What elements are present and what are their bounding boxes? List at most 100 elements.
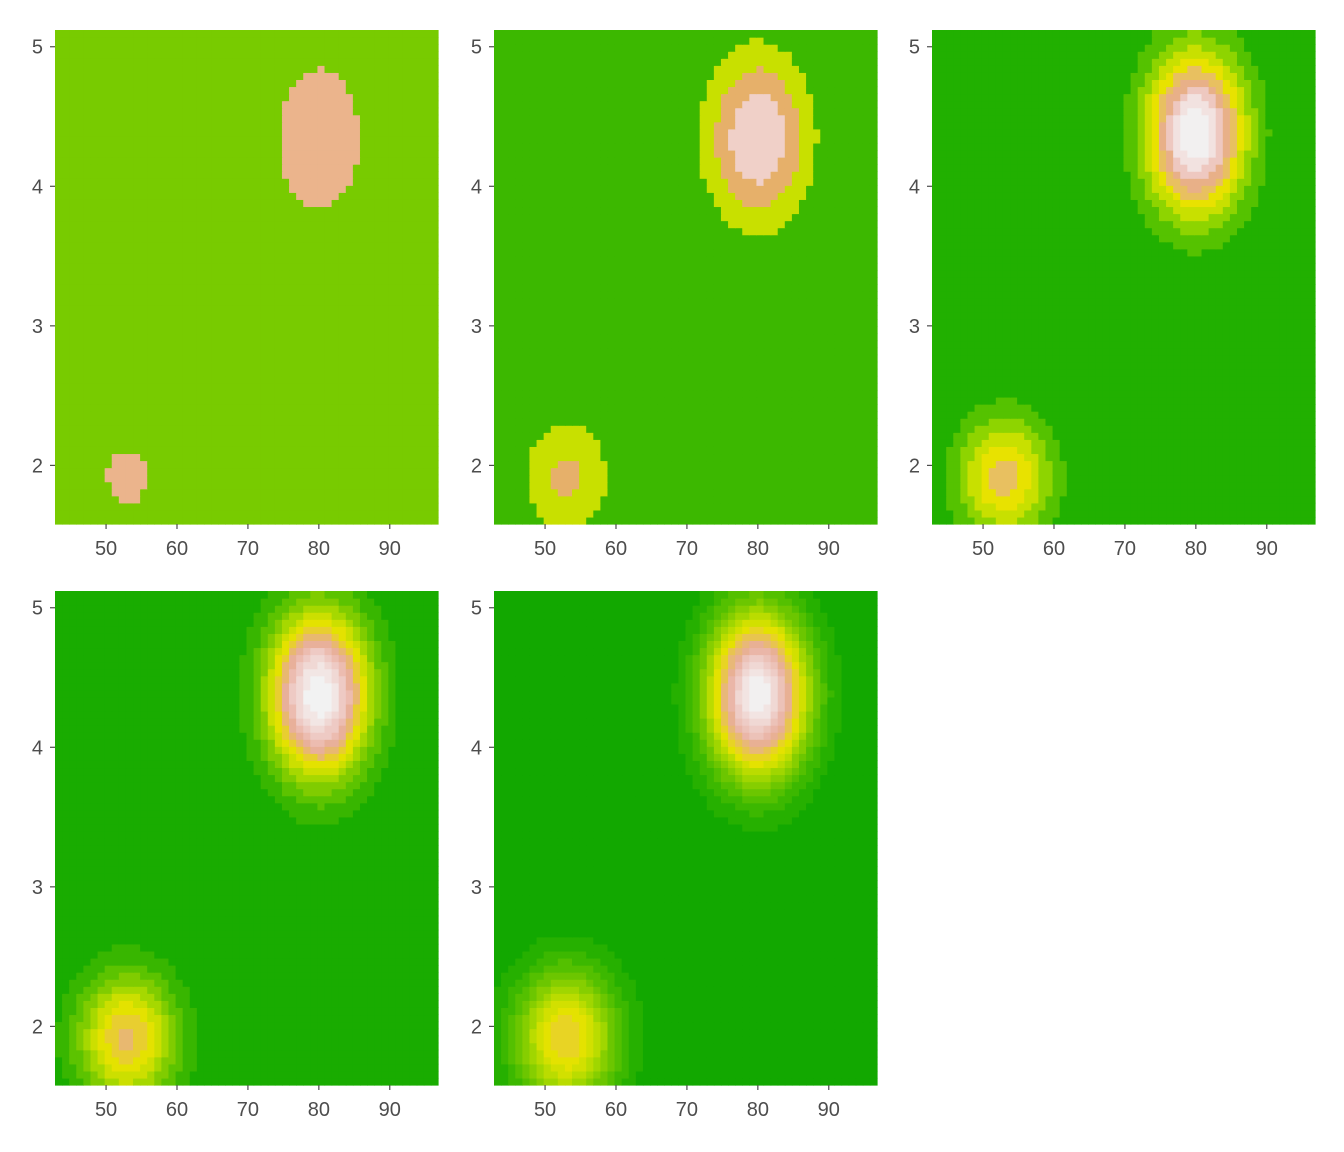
density-cell (111, 220, 120, 229)
density-cell (140, 44, 148, 52)
density-cell (111, 65, 120, 73)
density-cell (175, 382, 184, 391)
density-cell (189, 192, 198, 200)
density-cell (104, 361, 113, 370)
density-cell (423, 404, 432, 412)
density-cell (55, 446, 63, 455)
density-cell (692, 368, 701, 377)
density-cell (140, 481, 148, 490)
density-cell (685, 474, 694, 483)
density-cell (211, 340, 219, 349)
density-cell (203, 453, 212, 462)
density-cell (111, 269, 120, 278)
density-cell (118, 389, 127, 398)
density-cell (515, 411, 523, 419)
density-cell (628, 411, 637, 419)
density-cell (494, 502, 502, 511)
density-cell (763, 411, 772, 419)
density-cell (161, 213, 170, 222)
density-cell (664, 418, 672, 426)
density-cell (706, 425, 715, 433)
density-cell (777, 502, 786, 511)
density-cell (536, 425, 545, 433)
density-cell (203, 404, 212, 412)
density-cell (374, 114, 382, 123)
density-cell (182, 411, 191, 419)
density-cell (211, 425, 219, 433)
density-cell (494, 439, 502, 447)
density-cell (685, 481, 694, 490)
density-cell (367, 347, 375, 356)
density-cell (175, 474, 184, 483)
density-cell (720, 502, 729, 511)
density-cell (97, 171, 106, 179)
density-cell (175, 319, 184, 327)
density-cell (296, 206, 304, 215)
density-cell (203, 291, 212, 299)
density-cell (168, 361, 177, 370)
density-cell (529, 396, 538, 405)
density-cell (225, 333, 233, 342)
density-cell (494, 382, 502, 391)
density-cell (97, 178, 106, 186)
density-cell (579, 516, 587, 525)
density-cell (586, 488, 594, 497)
density-cell (416, 65, 425, 73)
density-cell (557, 481, 566, 490)
density-cell (402, 30, 411, 38)
density-cell (579, 474, 587, 483)
density-cell (239, 227, 248, 236)
density-cell (203, 241, 212, 250)
density-cell (260, 439, 269, 447)
density-cell (713, 396, 722, 405)
density-cell (317, 128, 326, 137)
density-cell (289, 149, 297, 158)
density-cell (841, 368, 850, 377)
density-cell (211, 277, 219, 285)
density-cell (267, 516, 276, 525)
density-cell (97, 305, 106, 313)
density-cell (402, 396, 411, 405)
density-cell (147, 460, 155, 469)
density-cell (55, 121, 63, 130)
density-cell (161, 65, 170, 73)
density-cell (296, 128, 304, 137)
density-cell (168, 128, 177, 137)
density-cell (281, 164, 290, 172)
density-cell (168, 509, 177, 518)
density-cell (381, 375, 389, 384)
density-cell (388, 298, 397, 306)
density-cell (381, 481, 389, 490)
density-cell (267, 157, 276, 165)
density-cell (296, 467, 304, 476)
density-cell (203, 396, 212, 405)
density-cell (69, 241, 77, 250)
density-cell (756, 432, 765, 440)
density-cell (374, 488, 382, 497)
density-cell (600, 439, 609, 447)
density-cell (303, 502, 311, 511)
density-cell (607, 488, 616, 497)
density-cell (402, 277, 411, 285)
density-cell (161, 248, 170, 257)
density-cell (133, 149, 141, 158)
density-cell (289, 65, 297, 73)
density-cell (423, 142, 432, 151)
density-cell (359, 326, 368, 335)
density-cell (635, 481, 644, 490)
density-cell (289, 58, 297, 66)
density-cell (189, 347, 198, 356)
density-cell (685, 460, 694, 469)
density-cell (303, 248, 311, 257)
density-cell (557, 474, 566, 483)
density-cell (345, 467, 354, 476)
density-cell (367, 135, 375, 144)
density-cell (97, 44, 106, 52)
density-cell (345, 192, 354, 200)
density-cell (168, 121, 177, 130)
density-cell (770, 488, 779, 497)
density-cell (324, 114, 333, 123)
density-cell (352, 213, 361, 222)
density-cell (90, 93, 99, 102)
density-cell (147, 65, 155, 73)
